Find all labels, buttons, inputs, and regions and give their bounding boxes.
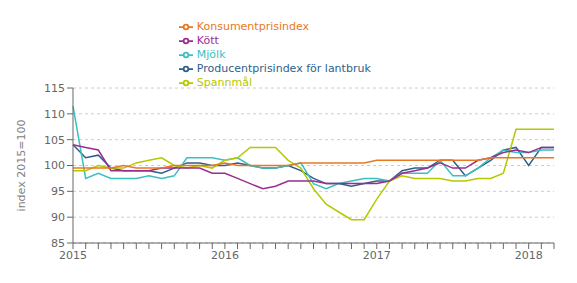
html-text:Kött: Kött <box>196 34 219 47</box>
html-text:Konsumentprisindex: Konsumentprisindex <box>196 20 309 33</box>
svg-text:95: 95 <box>51 185 65 198</box>
svg-text:index 2015=100: index 2015=100 <box>15 120 28 212</box>
svg-text:105: 105 <box>44 134 65 147</box>
html-text:Mjölk: Mjölk <box>196 48 226 61</box>
svg-text:100: 100 <box>44 159 65 172</box>
svg-text:2017: 2017 <box>363 249 391 262</box>
svg-text:2016: 2016 <box>211 249 239 262</box>
html-text:Spannmål: Spannmål <box>196 76 252 89</box>
svg-text:85: 85 <box>51 237 65 250</box>
svg-text:110: 110 <box>44 108 65 121</box>
html-text:Producentprisindex för lantbru: Producentprisindex för lantbruk <box>196 62 371 75</box>
svg-text:2018: 2018 <box>515 249 543 262</box>
svg-text:115: 115 <box>44 82 65 95</box>
svg-text:90: 90 <box>51 211 65 224</box>
svg-text:2015: 2015 <box>59 249 87 262</box>
